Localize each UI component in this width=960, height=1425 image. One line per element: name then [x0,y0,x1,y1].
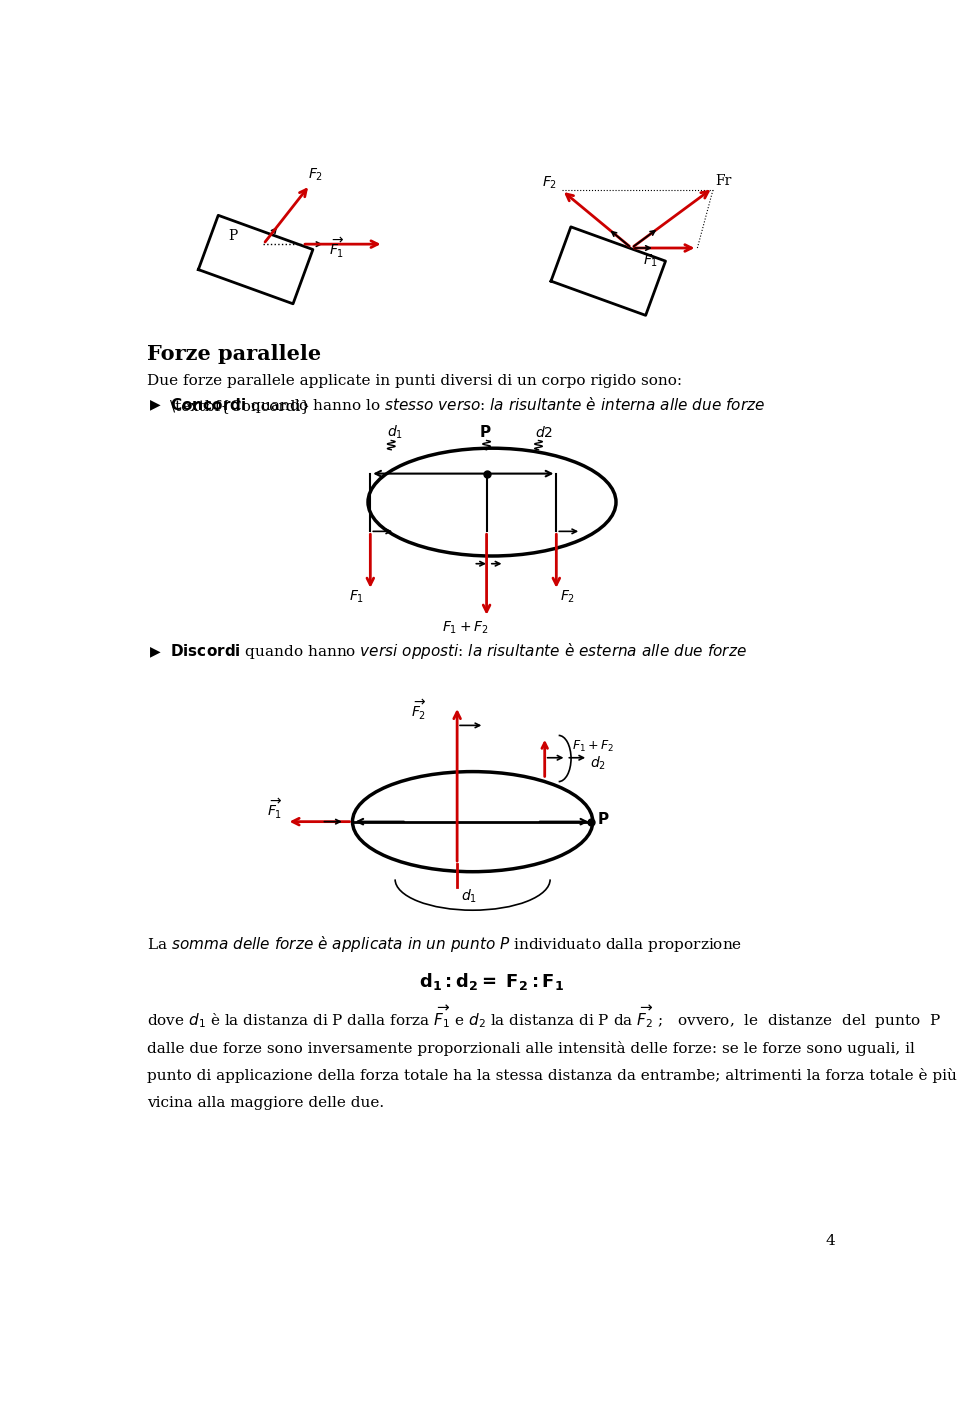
Text: $\bf{Discordi}$ quando hanno $\bf{\it{versi\ opposti}}$: $\it{la\ risultante\ è\: $\bf{Discordi}$ quando hanno $\bf{\it{ve… [170,641,747,661]
Text: $\mathbf{d_1 : d_2 = \ F_2 : F_1}$: $\mathbf{d_1 : d_2 = \ F_2 : F_1}$ [420,972,564,992]
Text: $F_1 + F_2$: $F_1 + F_2$ [572,740,614,754]
Text: $\bf{P}$: $\bf{P}$ [479,423,492,440]
Text: $d_1$: $d_1$ [461,888,477,905]
Text: La $\it{somma\ delle\ forze\ è\ applicata\ in\ un\ punto}$ $\bf{\it{P}}$ individ: La $\it{somma\ delle\ forze\ è\ applicat… [147,933,742,953]
Text: $d2$: $d2$ [535,425,553,440]
Text: $\overrightarrow{F_2}$: $\overrightarrow{F_2}$ [411,698,426,722]
Text: punto di applicazione della forza totale ha la stessa distanza da entrambe; altr: punto di applicazione della forza totale… [147,1067,957,1083]
Text: Fr: Fr [715,174,732,188]
Text: $\blacktriangleright$: $\blacktriangleright$ [147,399,162,413]
Text: $\blacktriangleright$: $\blacktriangleright$ [147,646,162,660]
Text: Forze parallele: Forze parallele [147,343,322,363]
Text: $F_2$: $F_2$ [542,174,558,191]
Text: dalle due forze sono inversamente proporzionali alle intensità delle forze: se l: dalle due forze sono inversamente propor… [147,1040,915,1056]
Text: $d_1$: $d_1$ [388,423,403,442]
Text: $\bf{P}$: $\bf{P}$ [596,811,610,826]
Text: $\overrightarrow{F_1}$: $\overrightarrow{F_1}$ [267,797,283,821]
Text: $F_1 + F_2$: $F_1 + F_2$ [442,620,489,636]
Text: $d_2$: $d_2$ [589,755,606,772]
Text: $\overrightarrow{F_1}$: $\overrightarrow{F_1}$ [329,237,345,261]
Text: 4: 4 [826,1234,835,1248]
Text: vicina alla maggiore delle due.: vicina alla maggiore delle due. [147,1096,384,1110]
Text: $F_2$: $F_2$ [561,589,575,606]
Text: dove $d_1$ è la distanza di P dalla forza $\overrightarrow{F_1}$ e $d_2$ la dist: dove $d_1$ è la distanza di P dalla forz… [147,1003,941,1030]
Text: $\bf{Concordi}$ quando hanno lo $\bf{\it{stesso\ verso}}$: $\it{la\ risultante\ : $\bf{Concordi}$ quando hanno lo $\bf{\it… [170,395,766,415]
Text: Due forze parallele applicate in punti diversi di un corpo rigido sono:: Due forze parallele applicate in punti d… [147,373,683,388]
Text: P: P [228,229,238,244]
Text: $F_1$: $F_1$ [643,254,659,269]
Text: \textbf{Concordi}: \textbf{Concordi} [170,399,310,413]
Text: $F_1$: $F_1$ [348,589,364,606]
Text: $F_2$: $F_2$ [307,167,323,182]
